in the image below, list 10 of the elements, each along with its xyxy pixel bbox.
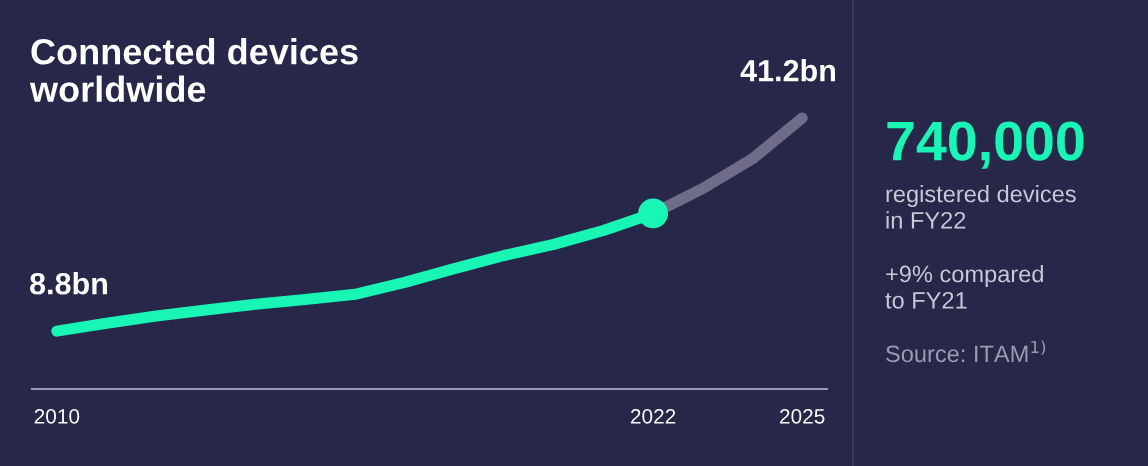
data-label: 41.2bn — [740, 59, 835, 82]
text: +9% compared to FY21 — [885, 265, 1043, 309]
data-label: 8.8bn — [30, 272, 107, 295]
chart-title: Connected devices worldwide — [29, 38, 358, 103]
text: registered devices in FY22 — [886, 185, 1076, 229]
x-tick-label: 2010 — [34, 408, 80, 424]
x-tick-label: 2025 — [780, 408, 825, 424]
text: 740,000 — [887, 121, 1084, 169]
source-note: Source: ITAM$^{1)}$ — [886, 340, 1046, 363]
x-tick-label: 2022 — [630, 408, 676, 424]
